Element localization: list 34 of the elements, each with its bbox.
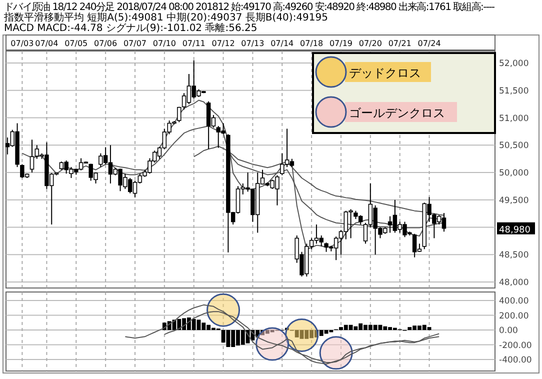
x-tick-label: 07/24 (418, 39, 441, 48)
y-tick-label: 49,500 (499, 196, 529, 206)
x-tick-label: 07/19 (329, 39, 353, 48)
chart-subtitle: 指数平滑移動平均 短期A(5):49081 中期(20):49037 長期B(40):49195 (3, 12, 328, 24)
text: MACD MACD:-44.78 シグナル(9):-101.02 乖離:56.25 (4, 22, 258, 34)
y-tick-label: -200.00 (499, 340, 532, 351)
text: ゴールデンクロス (349, 106, 445, 120)
x-tick-label: 07/20 (358, 39, 382, 48)
x-tick-label: 07/12 (212, 39, 235, 48)
x-tick-label: 07/11 (182, 39, 206, 48)
text: デッドクロス (349, 66, 421, 80)
y-tick-label: 51,500 (499, 86, 529, 96)
x-tick-label: 07/21 (388, 39, 412, 48)
x-tick-label: 07/10 (152, 39, 176, 48)
x-tick-label: 07/03 (10, 39, 34, 48)
y-tick-label: 50,000 (499, 168, 529, 179)
y-tick-label: 400.00 (499, 296, 529, 306)
x-tick-label: 07/04 (35, 39, 58, 48)
y-tick-label: 48,000 (499, 278, 529, 288)
y-tick-label: 52,000 (499, 59, 529, 70)
y-tick-label: 51,000 (499, 114, 529, 124)
x-tick-label: 07/05 (64, 39, 88, 48)
text: 48,980 (499, 225, 531, 236)
x-tick-label: 07/18 (300, 39, 324, 48)
y-tick-label: -400.00 (499, 356, 532, 366)
x-tick-label: 07/14 (270, 39, 294, 48)
chart-title: ドバイ原油 18/12 240分足 2018/07/24 08:00 201812 始:49170 高:49260 安:48920 終:48980 出来高:1761 取組高:---- (4, 1, 496, 13)
x-tick-label: 07/13 (241, 39, 264, 48)
y-tick-label: 50,500 (499, 141, 529, 152)
x-tick-label: 07/07 (123, 39, 147, 48)
y-tick-label: 48,500 (499, 250, 529, 261)
y-tick-label: 0.00 (499, 326, 518, 336)
x-tick-label: 07/06 (94, 39, 118, 48)
y-tick-label: 200.00 (499, 311, 529, 322)
